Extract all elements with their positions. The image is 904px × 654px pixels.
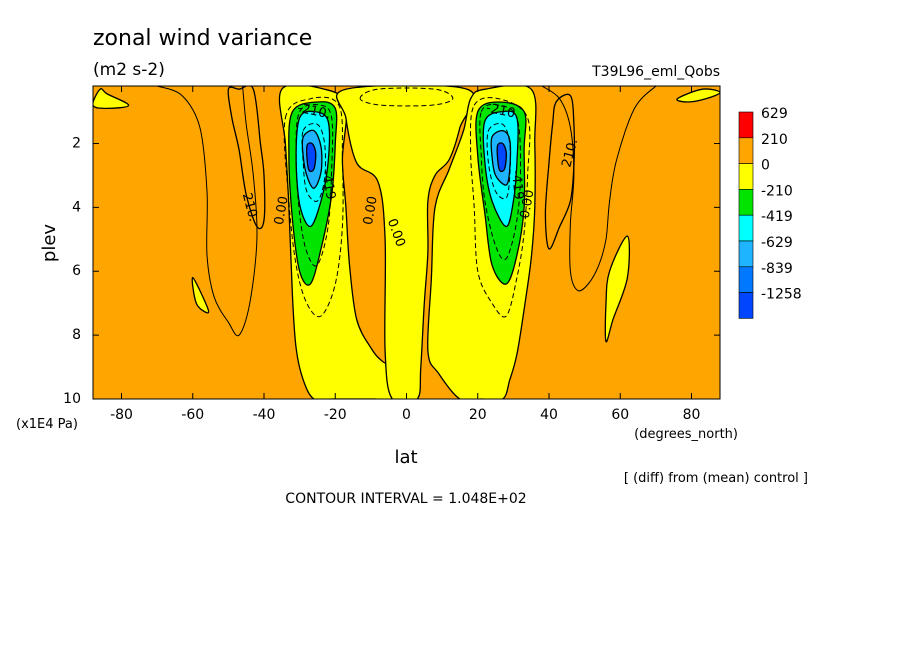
contour-region-2 [335, 86, 476, 399]
contour-label-3: 210. [239, 191, 261, 223]
contour-label-9: 210. [559, 137, 581, 169]
x-tick-label: 40 [540, 407, 558, 423]
contour-region-7 [604, 235, 631, 343]
contour-interval: CONTOUR INTERVAL = 1.048E+02 [285, 491, 526, 507]
contour-line-7 [479, 103, 522, 261]
contour-line-1 [541, 86, 657, 292]
colorbar-swatch-3 [738, 189, 754, 216]
y-tick-label: 10 [63, 391, 81, 407]
contour-label-4: 0.00 [361, 195, 381, 226]
contour-label-2: 0.00 [272, 195, 292, 226]
contour-region-8 [676, 88, 720, 103]
colorbar-label-2: 0 [761, 158, 770, 174]
filled-contours [93, 86, 720, 399]
x-tick-label: -60 [181, 407, 204, 423]
y-axis-label: plev [39, 224, 60, 263]
chart-title: zonal wind variance [93, 26, 312, 51]
contour-region-5 [93, 88, 130, 110]
colorbar-label-1: 210 [761, 132, 788, 148]
contour-label-8: 0.00 [518, 189, 538, 220]
contour-label-1: -419 [318, 169, 338, 201]
contour-region-6 [191, 276, 210, 314]
colorbar-label-3: -210 [761, 183, 793, 199]
contour-line-3 [283, 96, 344, 318]
colorbar-label-7: -1258 [761, 287, 802, 303]
contour-line-6 [469, 97, 531, 318]
x-tick-label: -20 [324, 407, 347, 423]
contour-line-5 [301, 123, 326, 202]
contour-region-16 [496, 142, 507, 173]
colorbar: 629 210 0 -210 -419 -629 -839 -1258 [738, 106, 802, 319]
y-axis-units: (x1E4 Pa) [16, 417, 78, 432]
colorbar-swatch-5 [738, 240, 754, 268]
chart-units: (m2 s-2) [93, 60, 165, 80]
x-tick-label: 60 [611, 407, 629, 423]
contour-region-12 [305, 142, 317, 173]
x-tick-label: -40 [253, 407, 276, 423]
contour-label-6: -210. [485, 101, 521, 123]
colorbar-swatch-7 [738, 292, 754, 319]
contour-line-2 [359, 87, 454, 107]
colorbar-swatch-6 [738, 266, 754, 293]
contour-label-7: -419 [508, 170, 526, 201]
y-axis: 2 4 6 8 10 [63, 135, 720, 407]
x-tick-label: 0 [402, 407, 411, 423]
contour-line-0 [156, 86, 258, 337]
colorbar-swatch-0 [738, 111, 754, 139]
y-tick-label: 2 [72, 135, 81, 151]
colorbar-swatch-4 [738, 214, 754, 242]
contour-region-4 [544, 93, 575, 250]
x-tick-label: 80 [683, 407, 701, 423]
colorbar-swatch-2 [738, 163, 754, 190]
y-tick-label: 6 [72, 263, 81, 279]
contour-line-8 [486, 123, 511, 200]
x-axis-units: (degrees_north) [634, 427, 738, 442]
colorbar-label-4: -419 [761, 209, 793, 225]
y-tick-label: 4 [72, 199, 81, 215]
diff-note: [ (diff) from (mean) control ] [624, 471, 808, 486]
x-axis-label: lat [394, 447, 417, 468]
x-tick-label: -80 [110, 407, 133, 423]
colorbar-label-5: -629 [761, 235, 793, 251]
x-axis: -80 -60 -40 -20 0 20 40 60 80 [110, 86, 700, 423]
colorbar-label-6: -839 [761, 261, 793, 277]
contour-label-0: -210. [296, 101, 332, 123]
run-label: T39L96_eml_Qobs [591, 64, 720, 80]
contour-lines [156, 86, 657, 337]
y-tick-label: 8 [72, 327, 81, 343]
colorbar-swatch-1 [738, 137, 754, 164]
colorbar-label-0: 629 [761, 106, 788, 122]
x-tick-label: 20 [469, 407, 487, 423]
